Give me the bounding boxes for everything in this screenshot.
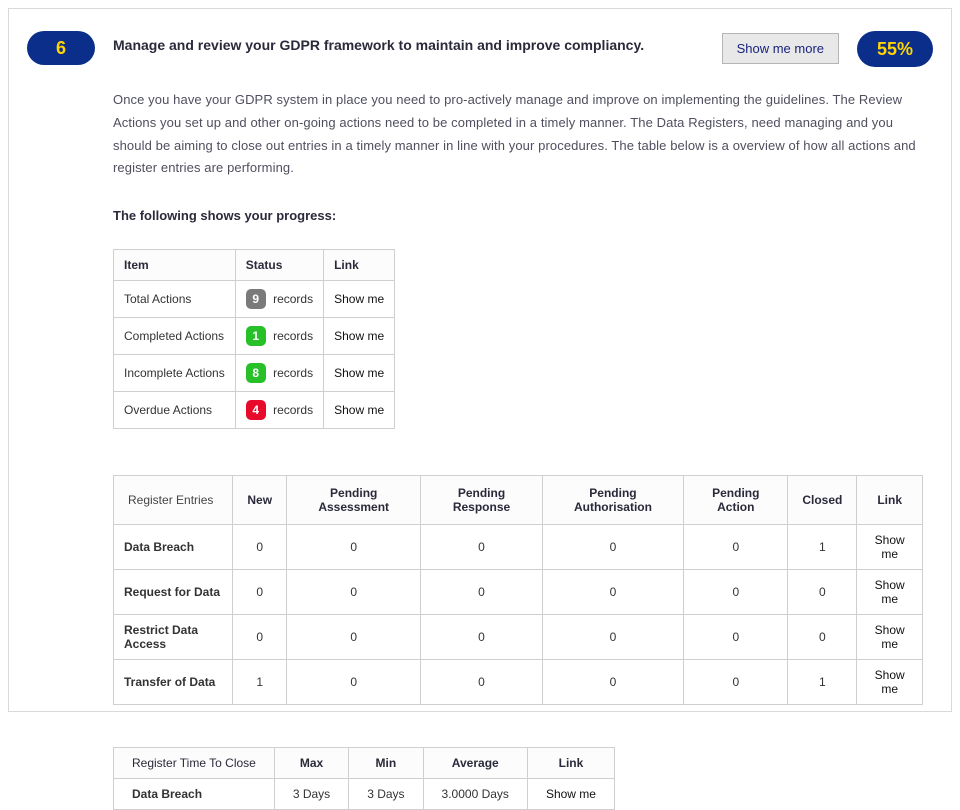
register-value-cell: 0	[421, 615, 542, 660]
register-row-label: Restrict Data Access	[114, 615, 233, 660]
table-row: Total Actions9 recordsShow me	[114, 281, 395, 318]
register-value-cell: 0	[542, 570, 684, 615]
show-me-link[interactable]: Show me	[857, 615, 923, 660]
register-value-cell: 0	[287, 570, 421, 615]
body-column: Once you have your GDPR system in place …	[113, 89, 923, 810]
time-max: 3 Days	[274, 779, 348, 810]
register-col-header: New	[233, 476, 287, 525]
show-me-more-button[interactable]: Show me more	[722, 33, 839, 64]
header-row: 6 Manage and review your GDPR framework …	[27, 31, 933, 67]
table-row: Completed Actions1 recordsShow me	[114, 318, 395, 355]
progress-status-cell: 8 records	[235, 355, 323, 392]
register-value-cell: 0	[684, 525, 788, 570]
register-value-cell: 0	[684, 660, 788, 705]
register-col-header: Closed	[788, 476, 857, 525]
show-me-link[interactable]: Show me	[527, 779, 614, 810]
time-row-label: Data Breach	[114, 779, 275, 810]
register-value-cell: 1	[788, 660, 857, 705]
register-value-cell: 0	[287, 660, 421, 705]
time-min: 3 Days	[349, 779, 423, 810]
records-label: records	[270, 403, 313, 417]
show-me-link[interactable]: Show me	[324, 281, 395, 318]
progress-status-cell: 9 records	[235, 281, 323, 318]
progress-status-cell: 4 records	[235, 392, 323, 429]
show-me-link[interactable]: Show me	[857, 660, 923, 705]
table-row: Restrict Data Access000000Show me	[114, 615, 923, 660]
progress-item-label: Total Actions	[114, 281, 236, 318]
register-value-cell: 1	[233, 660, 287, 705]
register-col-header: Register Entries	[114, 476, 233, 525]
table-row: Data Breach3 Days3 Days3.0000 DaysShow m…	[114, 779, 615, 810]
progress-percent-pill: 55%	[857, 31, 933, 67]
register-value-cell: 0	[287, 615, 421, 660]
table-row: Data Breach000001Show me	[114, 525, 923, 570]
register-value-cell: 0	[788, 615, 857, 660]
register-value-cell: 0	[421, 525, 542, 570]
register-value-cell: 0	[287, 525, 421, 570]
show-me-link[interactable]: Show me	[857, 570, 923, 615]
register-col-header: Pending Response	[421, 476, 542, 525]
register-value-cell: 0	[684, 570, 788, 615]
register-col-header: Link	[857, 476, 923, 525]
register-col-header: Pending Authorisation	[542, 476, 684, 525]
time-col-header: Link	[527, 748, 614, 779]
register-row-label: Transfer of Data	[114, 660, 233, 705]
progress-status-cell: 1 records	[235, 318, 323, 355]
count-badge: 4	[246, 400, 266, 420]
show-me-link[interactable]: Show me	[857, 525, 923, 570]
time-col-header: Max	[274, 748, 348, 779]
table-row: Incomplete Actions8 recordsShow me	[114, 355, 395, 392]
table-row: Overdue Actions4 recordsShow me	[114, 392, 395, 429]
gdpr-step-panel: 6 Manage and review your GDPR framework …	[8, 8, 952, 712]
count-badge: 9	[246, 289, 266, 309]
progress-item-label: Incomplete Actions	[114, 355, 236, 392]
register-value-cell: 0	[542, 660, 684, 705]
register-value-cell: 0	[788, 570, 857, 615]
show-me-link[interactable]: Show me	[324, 318, 395, 355]
panel-description: Once you have your GDPR system in place …	[113, 89, 923, 180]
register-value-cell: 0	[542, 525, 684, 570]
register-row-label: Request for Data	[114, 570, 233, 615]
register-value-cell: 0	[684, 615, 788, 660]
show-me-link[interactable]: Show me	[324, 355, 395, 392]
register-value-cell: 1	[788, 525, 857, 570]
show-me-link[interactable]: Show me	[324, 392, 395, 429]
count-badge: 1	[246, 326, 266, 346]
progress-item-label: Overdue Actions	[114, 392, 236, 429]
register-value-cell: 0	[233, 525, 287, 570]
time-avg: 3.0000 Days	[423, 779, 527, 810]
table-row: Transfer of Data100001Show me	[114, 660, 923, 705]
register-value-cell: 0	[421, 660, 542, 705]
register-row-label: Data Breach	[114, 525, 233, 570]
records-label: records	[270, 329, 313, 343]
progress-item-label: Completed Actions	[114, 318, 236, 355]
register-col-header: Pending Action	[684, 476, 788, 525]
progress-col-item: Item	[114, 250, 236, 281]
register-value-cell: 0	[542, 615, 684, 660]
panel-title: Manage and review your GDPR framework to…	[113, 37, 704, 53]
progress-col-link: Link	[324, 250, 395, 281]
register-value-cell: 0	[233, 570, 287, 615]
records-label: records	[270, 366, 313, 380]
time-col-header: Average	[423, 748, 527, 779]
progress-col-status: Status	[235, 250, 323, 281]
time-col-header: Register Time To Close	[114, 748, 275, 779]
count-badge: 8	[246, 363, 266, 383]
register-value-cell: 0	[233, 615, 287, 660]
step-number-pill: 6	[27, 31, 95, 65]
time-col-header: Min	[349, 748, 423, 779]
progress-table: Item Status Link Total Actions9 recordsS…	[113, 249, 395, 429]
register-value-cell: 0	[421, 570, 542, 615]
progress-subhead: The following shows your progress:	[113, 208, 923, 223]
register-col-header: Pending Assessment	[287, 476, 421, 525]
register-entries-table: Register EntriesNewPending AssessmentPen…	[113, 475, 923, 705]
time-to-close-table: Register Time To CloseMaxMinAverageLink …	[113, 747, 615, 810]
table-row: Request for Data000000Show me	[114, 570, 923, 615]
records-label: records	[270, 292, 313, 306]
